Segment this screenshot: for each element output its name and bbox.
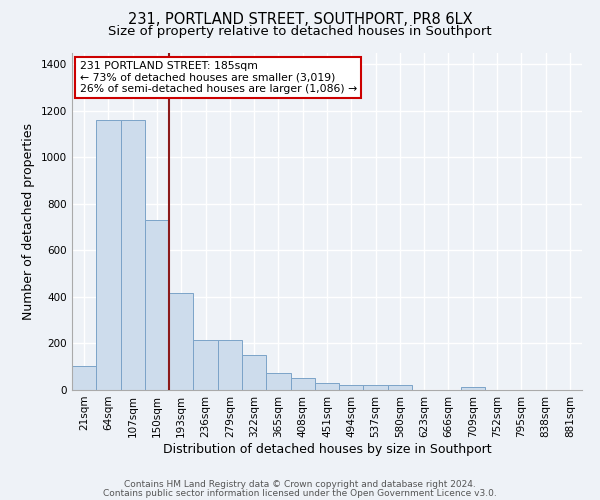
Text: Contains HM Land Registry data © Crown copyright and database right 2024.: Contains HM Land Registry data © Crown c… [124,480,476,489]
Bar [72,366,96,390]
Bar [96,120,121,390]
Bar [121,120,145,390]
Bar [315,383,339,390]
Text: 231 PORTLAND STREET: 185sqm
← 73% of detached houses are smaller (3,019)
26% of : 231 PORTLAND STREET: 185sqm ← 73% of det… [80,61,357,94]
Bar [169,294,193,390]
Y-axis label: Number of detached properties: Number of detached properties [22,122,35,320]
Bar [193,340,218,390]
Text: Contains public sector information licensed under the Open Government Licence v3: Contains public sector information licen… [103,488,497,498]
Bar [145,220,169,390]
Bar [290,378,315,390]
Bar [242,355,266,390]
Text: 231, PORTLAND STREET, SOUTHPORT, PR8 6LX: 231, PORTLAND STREET, SOUTHPORT, PR8 6LX [128,12,472,28]
X-axis label: Distribution of detached houses by size in Southport: Distribution of detached houses by size … [163,442,491,456]
Bar [218,340,242,390]
Bar [388,386,412,390]
Bar [339,386,364,390]
Bar [461,386,485,390]
Text: Size of property relative to detached houses in Southport: Size of property relative to detached ho… [108,25,492,38]
Bar [266,372,290,390]
Bar [364,386,388,390]
